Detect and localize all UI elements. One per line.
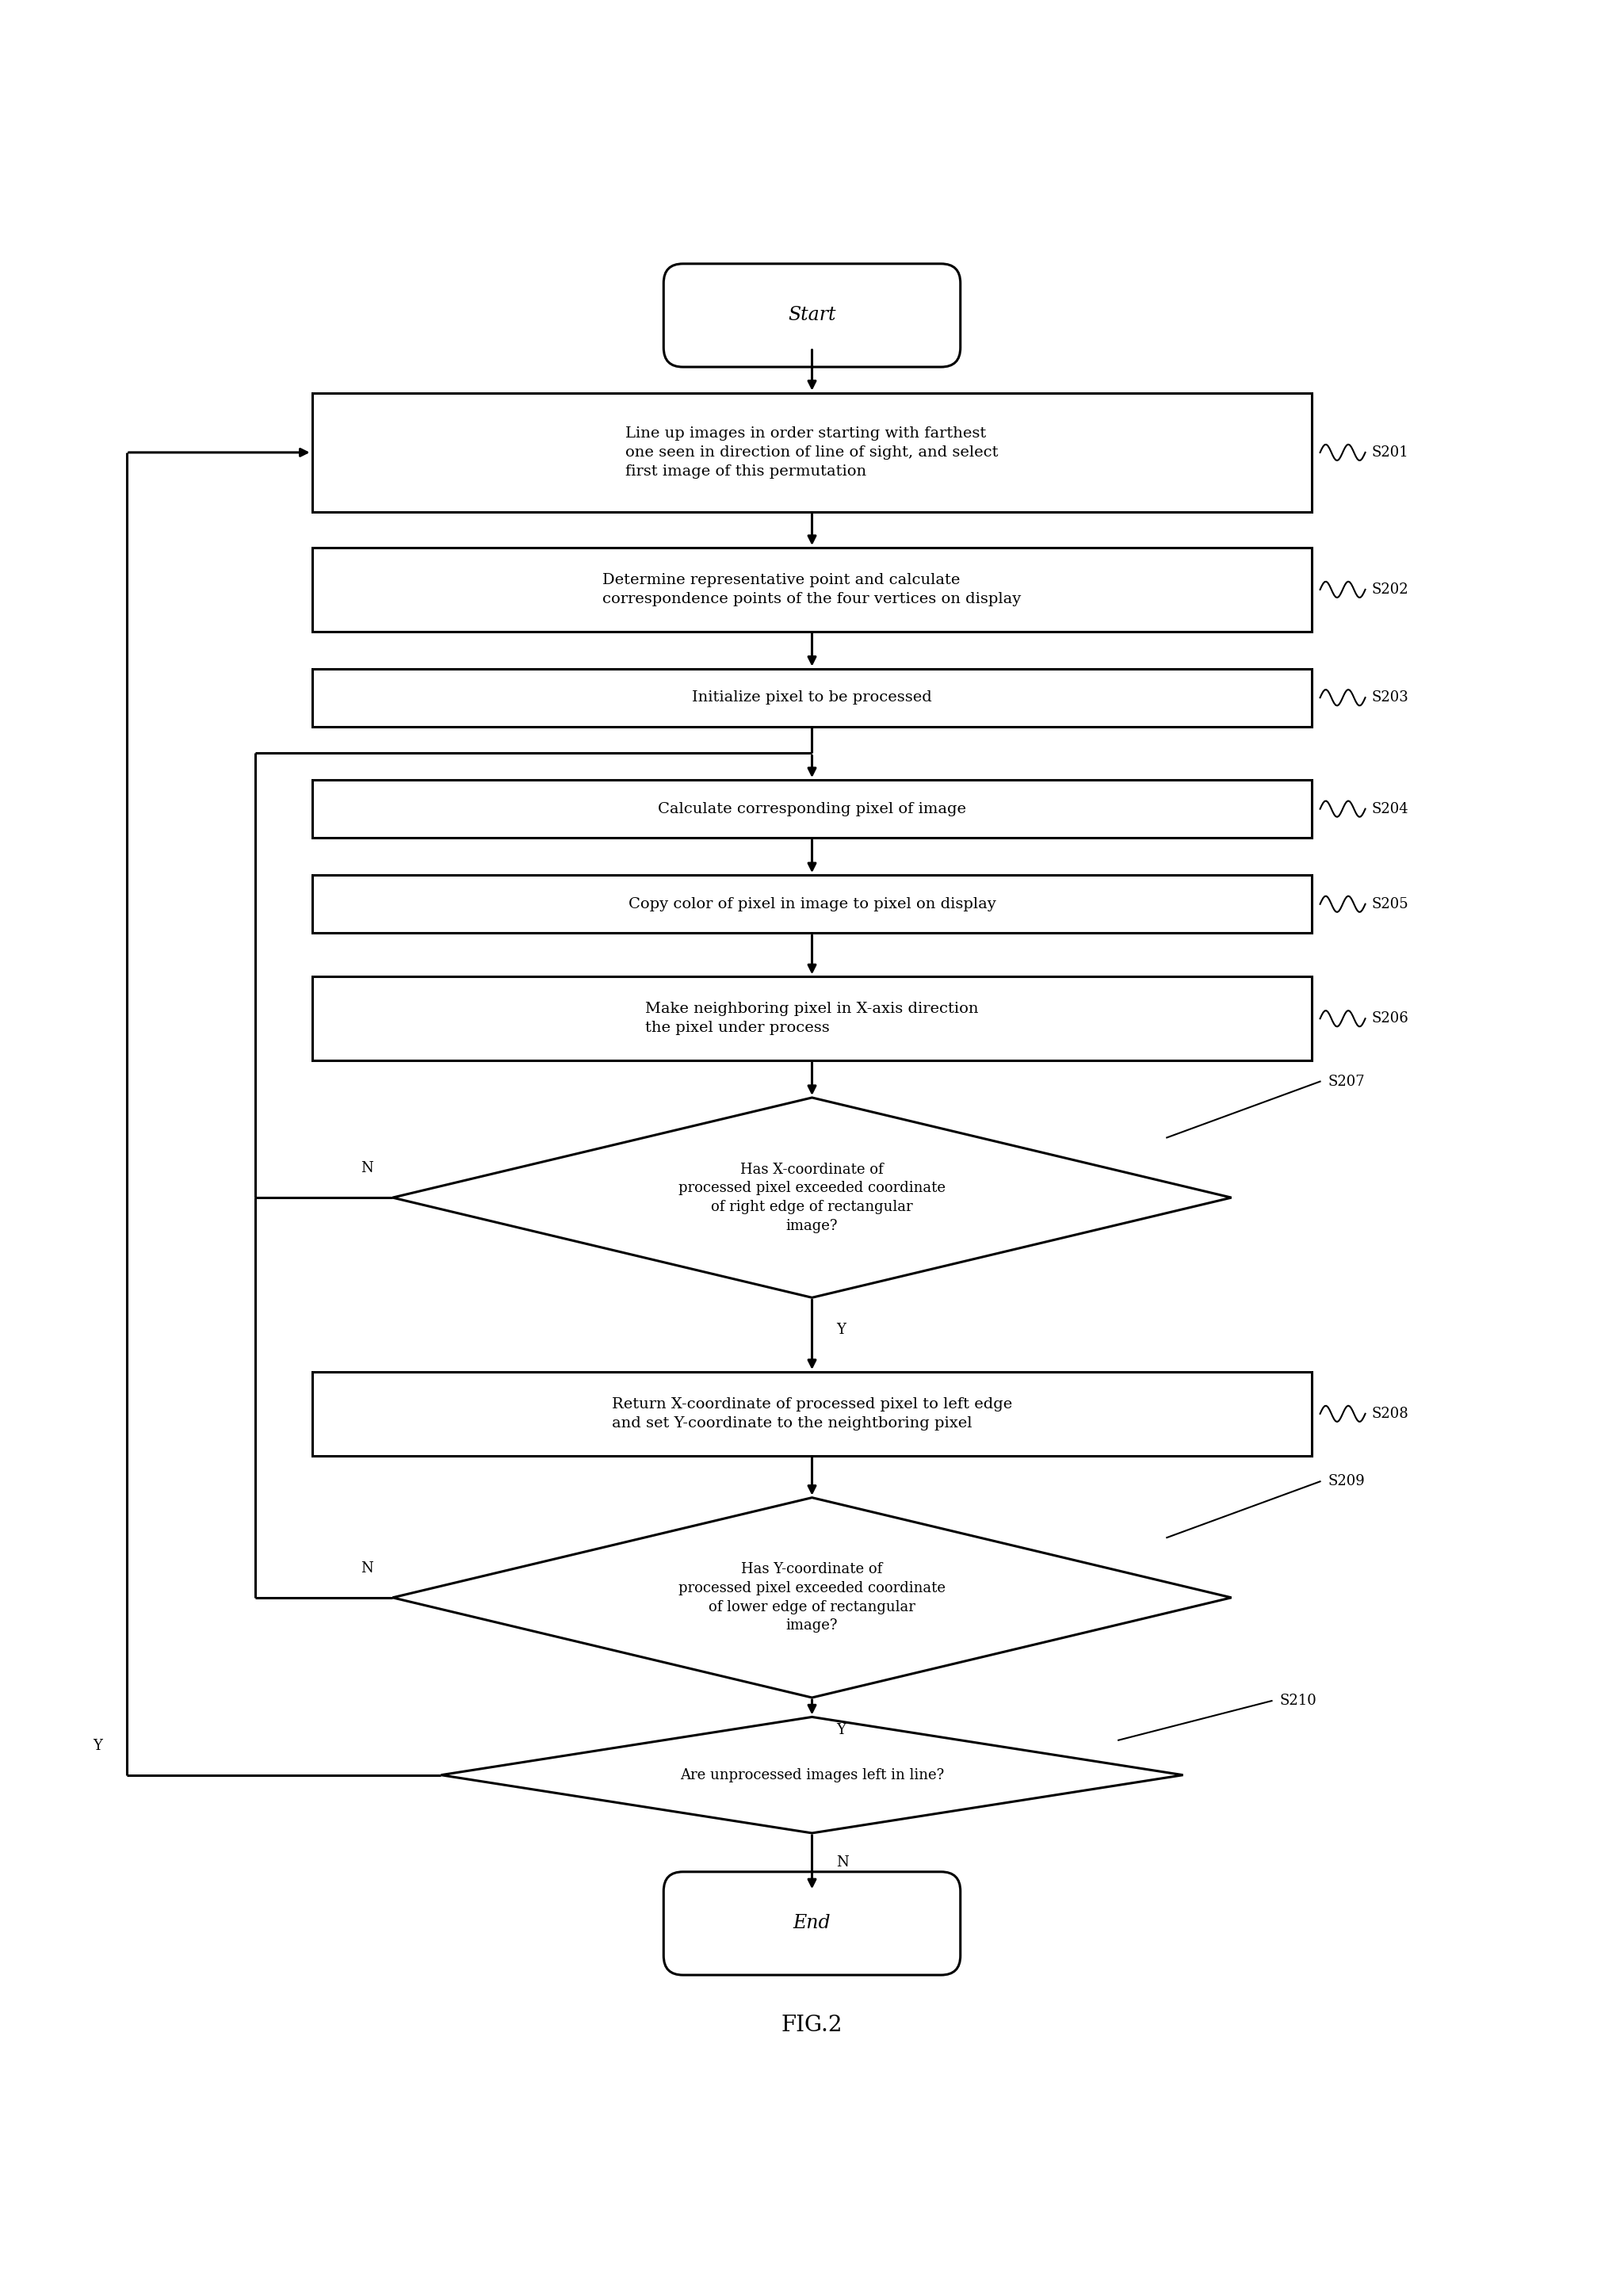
Text: Y: Y — [93, 1740, 102, 1753]
Text: Are unprocessed images left in line?: Are unprocessed images left in line? — [680, 1767, 944, 1783]
Text: S204: S204 — [1372, 802, 1408, 816]
Text: N: N — [361, 1162, 374, 1176]
Text: FIG.2: FIG.2 — [781, 2015, 843, 2035]
Text: Y: Y — [836, 1322, 846, 1336]
Bar — [312, 669, 1312, 727]
Text: S202: S202 — [1372, 582, 1408, 596]
Text: S201: S201 — [1372, 445, 1408, 461]
FancyBboxPatch shape — [664, 264, 960, 367]
Text: Make neighboring pixel in X-axis direction
the pixel under process: Make neighboring pixel in X-axis directi… — [645, 1002, 979, 1036]
Text: S209: S209 — [1328, 1474, 1366, 1488]
Text: Start: Start — [788, 307, 836, 325]
Bar — [312, 779, 1312, 839]
Text: Has Y-coordinate of
processed pixel exceeded coordinate
of lower edge of rectang: Has Y-coordinate of processed pixel exce… — [679, 1563, 945, 1632]
Bar — [312, 976, 1312, 1061]
Bar — [312, 876, 1312, 933]
Text: S208: S208 — [1372, 1407, 1408, 1421]
Text: End: End — [793, 1914, 831, 1932]
Text: S206: S206 — [1372, 1011, 1408, 1027]
Text: S210: S210 — [1280, 1694, 1317, 1708]
Text: Y: Y — [836, 1724, 846, 1737]
Bar — [312, 392, 1312, 511]
FancyBboxPatch shape — [664, 1873, 960, 1976]
Text: Determine representative point and calculate
correspondence points of the four v: Determine representative point and calcu… — [603, 573, 1021, 605]
Text: Calculate corresponding pixel of image: Calculate corresponding pixel of image — [658, 802, 966, 816]
Text: S203: S203 — [1372, 690, 1408, 704]
Polygon shape — [442, 1717, 1182, 1834]
Text: N: N — [836, 1854, 849, 1870]
Text: Has X-coordinate of
processed pixel exceeded coordinate
of right edge of rectang: Has X-coordinate of processed pixel exce… — [679, 1162, 945, 1233]
Text: Copy color of pixel in image to pixel on display: Copy color of pixel in image to pixel on… — [628, 896, 996, 912]
Polygon shape — [393, 1497, 1231, 1698]
Bar — [312, 1373, 1312, 1455]
Bar — [312, 548, 1312, 633]
Text: S205: S205 — [1372, 896, 1408, 912]
Text: Return X-coordinate of processed pixel to left edge
and set Y-coordinate to the : Return X-coordinate of processed pixel t… — [612, 1398, 1012, 1430]
Text: Initialize pixel to be processed: Initialize pixel to be processed — [692, 690, 932, 704]
Polygon shape — [393, 1098, 1231, 1297]
Text: Line up images in order starting with farthest
one seen in direction of line of : Line up images in order starting with fa… — [625, 426, 999, 479]
Text: S207: S207 — [1328, 1075, 1366, 1089]
Text: N: N — [361, 1561, 374, 1575]
